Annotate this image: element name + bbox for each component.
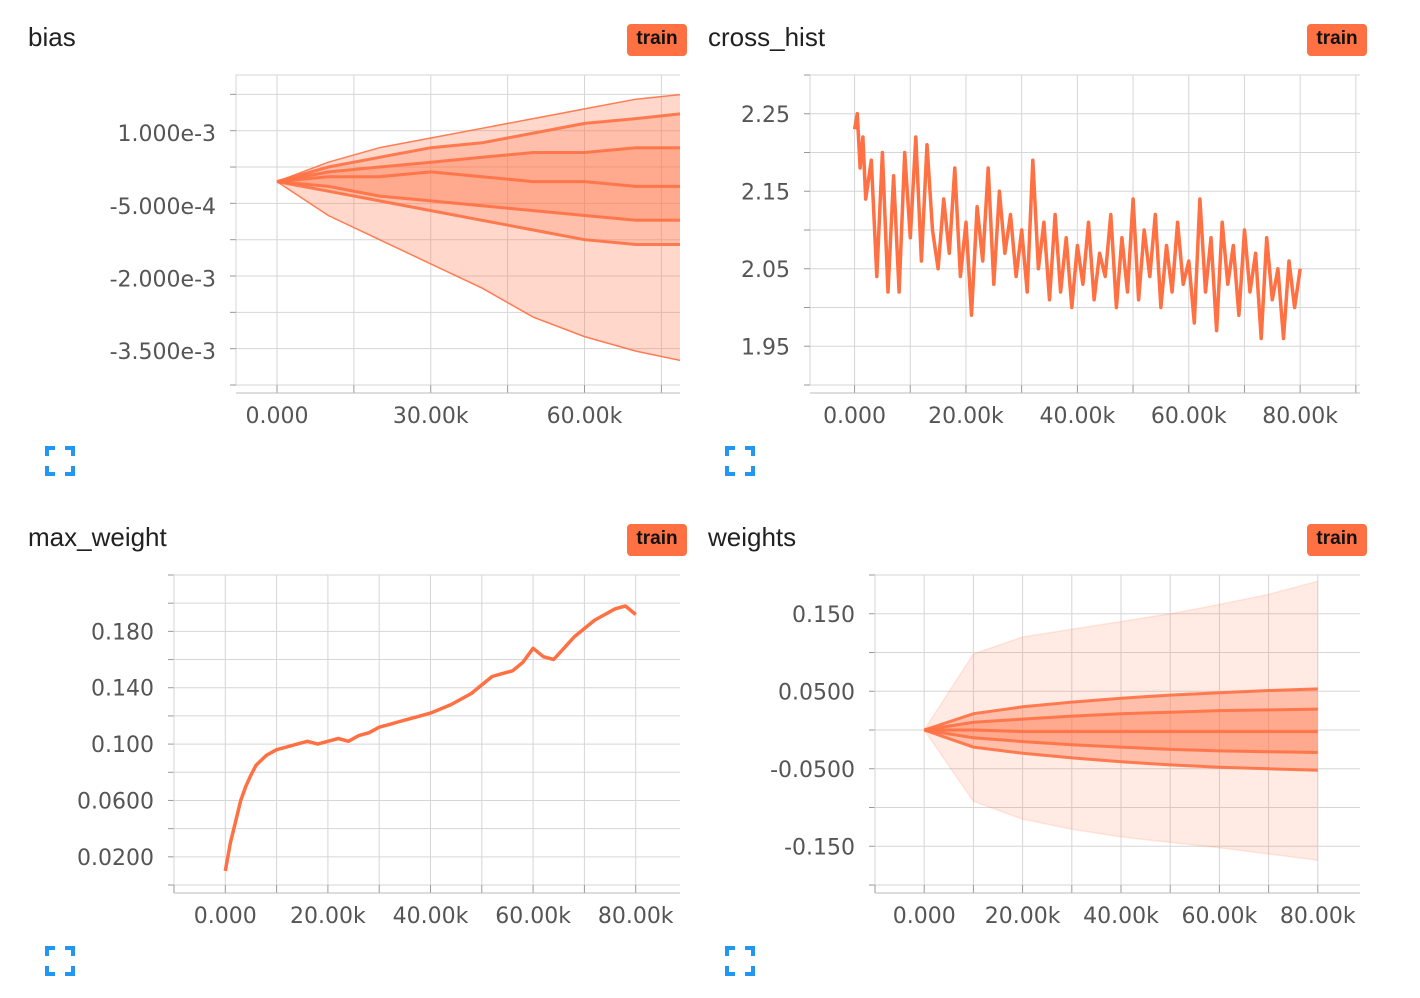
run-badge-train: train xyxy=(1307,24,1367,56)
y-tick-label: 0.180 xyxy=(91,620,154,645)
distribution-band xyxy=(277,147,680,187)
weights-chart: 0.150 0.0500 -0.0500 -0.150 0.000 20.00k 40.00… xyxy=(770,574,1360,929)
series-line xyxy=(223,604,637,872)
bias-chart: 1.000e-3 -5.000e-4 -2.000e-3 -3.500e-3 0.000… xyxy=(110,74,680,429)
x-tick-label: 0.000 xyxy=(246,404,309,429)
chart-card-bias: 1.000e-3 -5.000e-4 -2.000e-3 -3.500e-3 0.000… xyxy=(0,0,687,480)
expand-icon[interactable] xyxy=(725,946,755,976)
y-tick-label: 0.150 xyxy=(792,603,855,628)
expand-icon[interactable] xyxy=(45,946,75,976)
distribution-band xyxy=(924,730,1318,753)
y-tick-label: 0.100 xyxy=(91,733,154,758)
percentile-line xyxy=(923,729,1318,861)
chart-title: cross_hist xyxy=(708,22,826,52)
x-tick-label: 80.00k xyxy=(1280,904,1356,929)
percentile-line xyxy=(276,180,680,362)
y-tick-label: 0.140 xyxy=(91,677,154,702)
percentile-line xyxy=(923,687,1318,732)
percentile-line xyxy=(924,728,1318,734)
x-tick-label: 0.000 xyxy=(823,404,886,429)
x-tick-label: 80.00k xyxy=(598,904,674,929)
x-tick-label: 40.00k xyxy=(1083,904,1159,929)
x-tick-label: 30.00k xyxy=(393,404,469,429)
distribution-band xyxy=(924,730,1318,861)
y-tick-label: -0.150 xyxy=(784,835,855,860)
run-badge-train: train xyxy=(1307,524,1367,556)
y-tick-label: 1.95 xyxy=(741,335,790,360)
expand-icon[interactable] xyxy=(45,446,75,476)
chart-card-weights: 0.150 0.0500 -0.0500 -0.150 0.000 20.00k 40.00… xyxy=(680,500,1367,980)
expand-icon[interactable] xyxy=(725,446,755,476)
max-weight-chart: 0.180 0.140 0.100 0.0600 0.0200 0.000 20.00k 40… xyxy=(77,574,680,929)
distribution-band xyxy=(277,181,680,245)
series-line xyxy=(852,111,1302,341)
distribution-band xyxy=(924,688,1318,730)
distribution-band xyxy=(277,171,680,221)
percentile-line xyxy=(276,93,680,183)
x-tick-label: 40.00k xyxy=(393,904,469,929)
y-tick-label: 0.0600 xyxy=(77,789,154,814)
x-tick-label: 20.00k xyxy=(290,904,366,929)
y-tick-label: -2.000e-3 xyxy=(110,267,216,292)
x-tick-label: 60.00k xyxy=(1182,904,1258,929)
chart-title: bias xyxy=(28,22,76,52)
percentile-line xyxy=(276,180,680,222)
y-tick-label: -5.000e-4 xyxy=(110,195,216,220)
percentile-line xyxy=(276,180,680,246)
y-tick-label: 0.0500 xyxy=(778,680,855,705)
x-tick-label: 0.000 xyxy=(893,904,956,929)
y-tick-label: -3.500e-3 xyxy=(110,340,216,365)
chart-card-max-weight: 0.180 0.140 0.100 0.0600 0.0200 0.000 20.00k 40… xyxy=(0,500,687,980)
percentile-line xyxy=(276,170,680,188)
cross-hist-chart: 2.25 2.15 2.05 1.95 0.000 20.00k 40.00k 60.00k 8… xyxy=(741,74,1360,429)
y-tick-label: 0.0200 xyxy=(77,846,154,871)
run-badge-train: train xyxy=(627,524,687,556)
plot-frame xyxy=(173,574,680,886)
percentile-line xyxy=(276,146,680,184)
x-tick-label: 60.00k xyxy=(1151,404,1227,429)
y-tick-label: -0.0500 xyxy=(770,758,855,783)
y-tick-label: 2.15 xyxy=(741,180,790,205)
x-tick-label: 60.00k xyxy=(547,404,623,429)
y-tick-label: 2.25 xyxy=(741,103,790,128)
percentile-line xyxy=(923,728,1318,772)
distribution-band xyxy=(277,94,680,182)
distribution-band xyxy=(924,709,1318,732)
y-tick-label: 2.05 xyxy=(741,258,790,283)
percentile-line xyxy=(923,728,1318,754)
percentile-line xyxy=(923,707,1318,732)
distribution-band xyxy=(277,113,680,182)
x-tick-label: 0.000 xyxy=(194,904,257,929)
percentile-line xyxy=(276,112,680,184)
chart-title: max_weight xyxy=(28,522,167,552)
x-tick-label: 20.00k xyxy=(985,904,1061,929)
percentile-line xyxy=(923,580,1318,731)
x-tick-label: 40.00k xyxy=(1039,404,1115,429)
distribution-band xyxy=(924,730,1318,771)
chart-title: weights xyxy=(708,522,797,552)
run-badge-train: train xyxy=(627,24,687,56)
x-tick-label: 80.00k xyxy=(1262,404,1338,429)
x-tick-label: 60.00k xyxy=(495,904,571,929)
x-tick-label: 20.00k xyxy=(928,404,1004,429)
chart-card-cross-hist: 2.25 2.15 2.05 1.95 0.000 20.00k 40.00k 60.00k 8… xyxy=(680,0,1367,480)
distribution-band xyxy=(277,181,680,361)
y-tick-label: 1.000e-3 xyxy=(118,122,216,147)
